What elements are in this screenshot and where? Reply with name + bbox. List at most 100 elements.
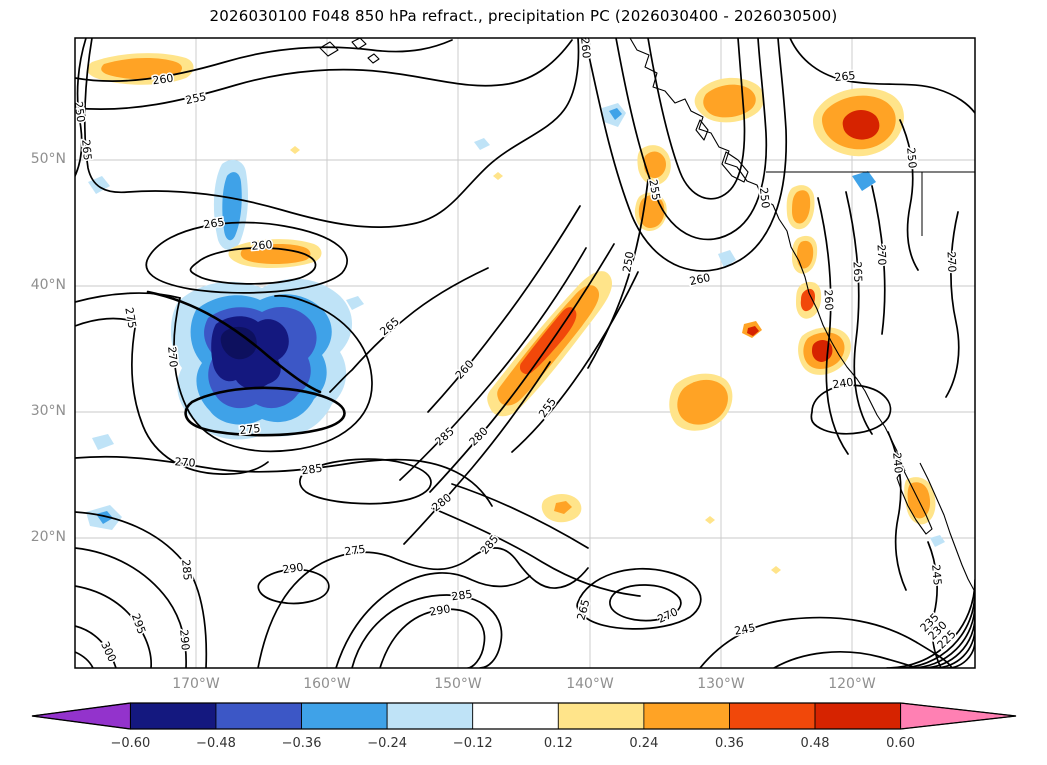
shading-patch xyxy=(797,240,814,269)
colorbar-tick-label: 0.12 xyxy=(543,736,573,751)
contour-label: 255 xyxy=(184,90,207,107)
contour-label: 265 xyxy=(203,216,226,232)
contour-label: 265 xyxy=(834,69,856,84)
contour-line xyxy=(511,271,639,453)
shading-patch xyxy=(493,172,503,180)
contour-line xyxy=(257,547,589,668)
shading-patch xyxy=(771,566,781,574)
lat-tick-20n: 20°N xyxy=(30,529,66,545)
contour-label: 265 xyxy=(79,139,94,161)
shading-patch xyxy=(554,501,572,514)
contour-line xyxy=(335,572,531,668)
contour-label: 250 xyxy=(757,187,772,209)
contour-line xyxy=(189,247,317,285)
colorbar-segment xyxy=(215,702,302,730)
contour-line xyxy=(145,221,348,294)
contour-label: 250 xyxy=(904,147,919,169)
contour-label: 265 xyxy=(377,315,401,338)
colorbar-segment xyxy=(301,702,388,730)
contour-line xyxy=(75,585,153,668)
shading-patch xyxy=(677,379,728,425)
colorbar-tick-label: 0.60 xyxy=(886,736,916,751)
contour-line xyxy=(886,579,975,668)
lon-tick-120w: 120°W xyxy=(828,676,876,692)
shading-patch xyxy=(290,146,300,154)
shading-patch xyxy=(92,434,114,450)
shading-patch xyxy=(800,288,815,312)
contour-line xyxy=(927,541,942,668)
colorbar-segment xyxy=(557,702,645,730)
contour-label: 280 xyxy=(429,491,454,514)
colorbar-segment xyxy=(129,702,217,730)
contour-label: 260 xyxy=(578,37,593,59)
contour-line xyxy=(379,608,486,668)
contour-label: 260 xyxy=(251,238,273,253)
colorbar-segment xyxy=(729,702,816,730)
precip-negative-shading xyxy=(86,103,945,547)
contour-line xyxy=(609,584,682,622)
contour-line xyxy=(647,38,746,200)
contour-line xyxy=(75,39,453,82)
contour-line xyxy=(257,568,330,605)
contour-label: 260 xyxy=(453,358,477,382)
contour-label: 250 xyxy=(72,101,88,124)
shading-patch xyxy=(792,190,811,224)
contour-line xyxy=(75,511,208,668)
contour-line xyxy=(898,591,975,668)
colorbar-tick-label: −0.60 xyxy=(110,736,151,751)
mexico-mainland-coast xyxy=(919,462,975,593)
shading-patch xyxy=(101,58,182,80)
contour-label: 290 xyxy=(428,602,451,618)
colorbar-left-arrow xyxy=(31,702,131,730)
shading-patch xyxy=(930,535,945,547)
contour-line xyxy=(773,650,917,668)
lat-tick-40n: 40°N xyxy=(30,277,66,293)
alaska-islands xyxy=(319,38,380,64)
contour-label: 275 xyxy=(122,306,138,329)
contour-label: 250 xyxy=(620,250,636,273)
contour-line xyxy=(429,243,615,493)
contour-label: 290 xyxy=(177,629,192,651)
lon-tick-140w: 140°W xyxy=(566,676,614,692)
contour-line xyxy=(587,179,649,369)
contour-line xyxy=(403,361,551,545)
contour-line xyxy=(615,38,768,241)
shading-patch xyxy=(609,108,622,120)
contour-line xyxy=(451,483,589,549)
contour-line xyxy=(75,38,87,178)
contour-line xyxy=(699,616,953,668)
colorbar xyxy=(31,702,1017,730)
lon-tick-130w: 130°W xyxy=(697,676,745,692)
contour-line xyxy=(810,384,892,435)
contour-line xyxy=(75,317,269,475)
contour-line xyxy=(910,603,975,668)
contour-label: 270 xyxy=(874,244,888,266)
contour-line xyxy=(75,651,94,668)
colorbar-tick-label: −0.24 xyxy=(367,736,408,751)
shading-patch xyxy=(718,250,736,268)
contour-label: 295 xyxy=(129,612,148,636)
contour-label: 300 xyxy=(98,640,119,665)
contour-line xyxy=(146,290,322,394)
colorbar-outline xyxy=(31,702,1017,730)
colorbar-tick-label: 0.24 xyxy=(629,736,659,751)
colorbar-tick-label: −0.12 xyxy=(452,736,493,751)
contour-line xyxy=(945,211,960,398)
colorbar-right-arrow xyxy=(900,702,1017,730)
haida-gwaii-island xyxy=(695,119,709,141)
colorbar-tick-label: 0.36 xyxy=(714,736,744,751)
refractivity-contours xyxy=(75,38,975,668)
contour-label: 285 xyxy=(301,462,324,478)
shading-patch xyxy=(346,296,364,310)
colorbar-tick-label: −0.48 xyxy=(196,736,236,751)
contour-label: 275 xyxy=(344,543,367,559)
colorbar-tick-label: −0.36 xyxy=(281,736,322,751)
contour-line xyxy=(871,185,886,335)
shading-patch xyxy=(520,307,577,375)
map-frame xyxy=(74,37,976,669)
lon-tick-170w: 170°W xyxy=(172,676,220,692)
colorbar-segment xyxy=(814,702,902,730)
colorbar-segment xyxy=(472,702,559,730)
lon-tick-160w: 160°W xyxy=(303,676,351,692)
